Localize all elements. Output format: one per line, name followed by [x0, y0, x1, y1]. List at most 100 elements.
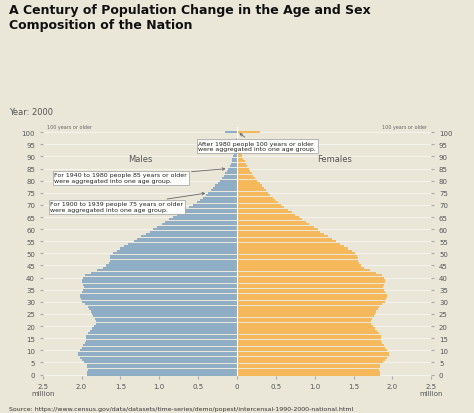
Bar [84, 287, 237, 289]
Bar [237, 354, 389, 356]
Bar [87, 364, 237, 366]
Text: 100 years or older: 100 years or older [46, 124, 91, 129]
Bar [237, 279, 385, 281]
Bar [237, 364, 380, 366]
Bar [237, 277, 384, 279]
Bar [81, 299, 237, 301]
Bar [84, 361, 237, 363]
Bar [203, 197, 237, 199]
Bar [225, 132, 237, 134]
Bar [237, 154, 242, 156]
Bar [237, 361, 383, 363]
Bar [237, 171, 250, 173]
Bar [237, 156, 242, 158]
Bar [237, 352, 389, 354]
Bar [85, 342, 237, 344]
Bar [87, 366, 237, 368]
Bar [232, 159, 237, 161]
Bar [237, 180, 257, 182]
Bar [237, 192, 268, 195]
Bar [237, 137, 238, 139]
Bar [237, 231, 320, 233]
Bar [80, 294, 237, 296]
Bar [80, 357, 237, 359]
Bar [237, 304, 383, 306]
Bar [237, 323, 372, 325]
Bar [237, 294, 387, 296]
Bar [227, 171, 237, 173]
Bar [237, 260, 358, 262]
Bar [237, 311, 376, 313]
Bar [237, 142, 238, 144]
Bar [96, 320, 237, 323]
Bar [236, 142, 237, 144]
Bar [237, 349, 387, 351]
Bar [237, 270, 370, 272]
Bar [237, 340, 381, 342]
Bar [153, 228, 237, 230]
Bar [237, 250, 352, 252]
Bar [88, 306, 237, 308]
Bar [237, 320, 371, 323]
Bar [80, 349, 237, 351]
Bar [82, 359, 237, 361]
Bar [117, 250, 237, 252]
Bar [237, 299, 386, 301]
Bar [237, 272, 376, 274]
Text: After 1980 people 100 years or older
were aggregated into one age group.: After 1980 people 100 years or older wer… [198, 134, 316, 152]
Bar [237, 369, 379, 371]
Bar [237, 176, 253, 178]
Bar [237, 197, 273, 199]
Bar [109, 260, 237, 262]
Bar [146, 233, 237, 235]
Bar [173, 216, 237, 218]
Bar [109, 262, 237, 264]
Bar [93, 316, 237, 318]
Bar [218, 183, 237, 185]
Bar [234, 154, 237, 156]
Bar [208, 192, 237, 195]
Bar [237, 221, 306, 223]
Bar [162, 224, 237, 226]
Bar [177, 214, 237, 216]
Bar [237, 366, 380, 368]
Bar [237, 301, 385, 303]
Bar [237, 245, 344, 247]
Bar [237, 253, 355, 255]
Bar [222, 178, 237, 180]
Bar [82, 282, 237, 284]
Bar [236, 139, 237, 141]
Bar [237, 241, 336, 243]
Bar [90, 330, 237, 332]
Bar [237, 178, 255, 180]
Bar [78, 354, 237, 356]
Bar [237, 168, 249, 170]
Bar [237, 144, 238, 146]
Bar [237, 188, 264, 190]
Bar [237, 325, 373, 327]
Text: Males: Males [128, 155, 152, 164]
Bar [237, 243, 340, 245]
Bar [237, 335, 381, 337]
Bar [237, 347, 385, 349]
Bar [237, 211, 292, 214]
Bar [124, 245, 237, 247]
Bar [86, 335, 237, 337]
Bar [137, 238, 237, 240]
Bar [237, 344, 384, 347]
Bar [85, 304, 237, 306]
Bar [237, 258, 358, 260]
Bar [237, 161, 245, 163]
Bar [237, 306, 379, 308]
Bar [233, 156, 237, 158]
Bar [213, 188, 237, 190]
Bar [236, 146, 237, 148]
Bar [91, 313, 237, 315]
Bar [88, 332, 237, 335]
Bar [83, 277, 237, 279]
Bar [89, 309, 237, 311]
Bar [237, 132, 260, 134]
Bar [157, 226, 237, 228]
Bar [200, 199, 237, 202]
Text: Source: https://www.census.gov/data/datasets/time-series/demo/popest/intercensal: Source: https://www.census.gov/data/data… [9, 406, 354, 411]
